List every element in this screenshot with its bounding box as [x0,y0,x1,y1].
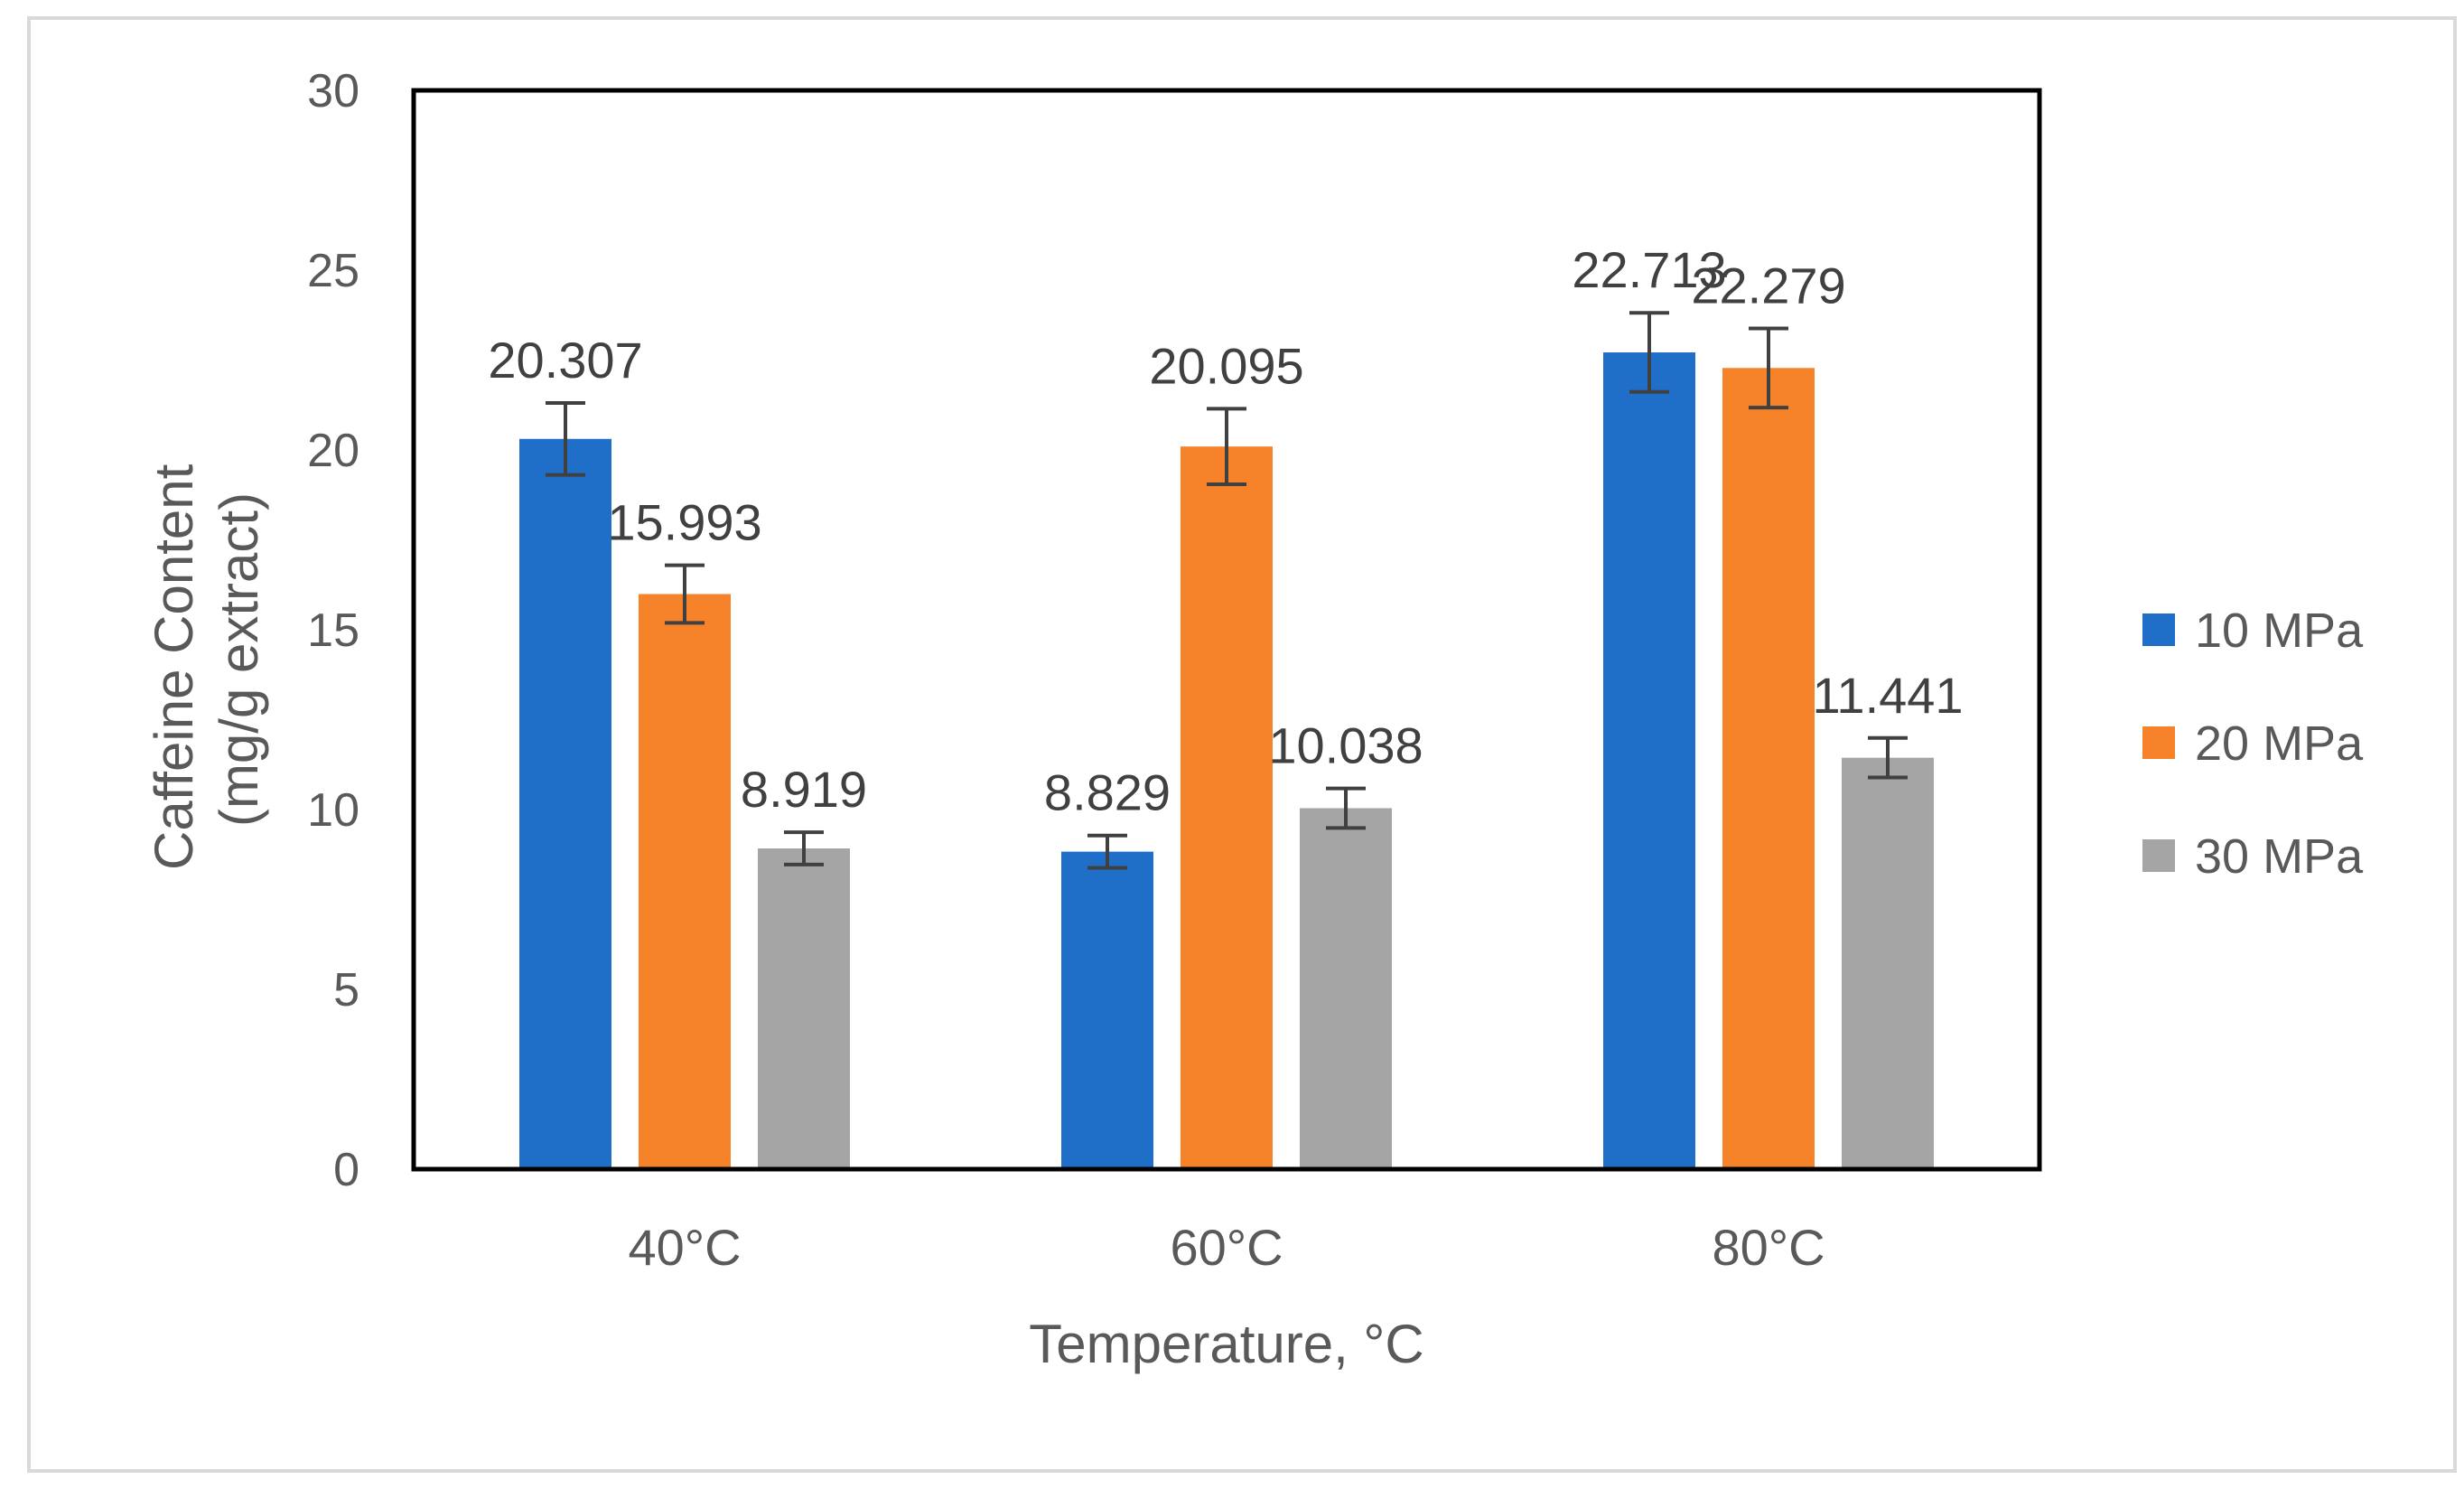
x-category-label: 80°C [1712,1219,1825,1276]
bar [1842,757,1934,1169]
legend-label: 10 MPa [2195,604,2364,658]
data-label: 22.713 [1572,241,1726,298]
y-axis-title-line1: Caffeine Content [144,464,204,870]
data-label: 10.038 [1268,717,1423,774]
legend-label: 30 MPa [2195,829,2364,884]
plot-area-frame [411,88,2042,1172]
bar [519,438,611,1170]
data-label: 11.441 [1812,667,1963,724]
y-tick-label: 5 [333,964,359,1016]
y-tick-label: 30 [307,65,359,117]
bar [1603,352,1695,1170]
bar [1722,368,1815,1170]
y-tick-label: 15 [307,604,359,657]
legend-label: 20 MPa [2195,716,2364,771]
y-tick-label: 20 [307,425,359,477]
bar [1300,808,1392,1169]
x-category-label: 40°C [628,1219,741,1276]
legend-swatch [2142,726,2175,759]
y-axis-title-line2: (mg/g extract) [209,492,269,827]
bar [639,594,731,1169]
y-tick-label: 0 [333,1144,359,1196]
data-label: 15.993 [607,494,761,551]
x-category-label: 60°C [1170,1219,1283,1276]
data-label: 20.095 [1149,337,1303,394]
y-tick-label: 10 [307,784,359,837]
data-label: 22.279 [1691,258,1845,314]
legend-swatch [2142,839,2175,872]
data-label: 8.829 [1044,764,1171,821]
data-label: 8.919 [741,761,867,818]
legend: 10 MPa 20 MPa 30 MPa [2142,604,2364,884]
bar [1181,446,1273,1169]
bar [1061,851,1153,1169]
data-label: 20.307 [488,332,642,389]
x-axis-title: Temperature, °C [1029,1314,1424,1374]
legend-swatch [2142,613,2175,646]
y-axis-title: Caffeine Content (mg/g extract) [144,449,269,870]
bar [758,848,850,1169]
y-tick-label: 25 [307,245,359,297]
